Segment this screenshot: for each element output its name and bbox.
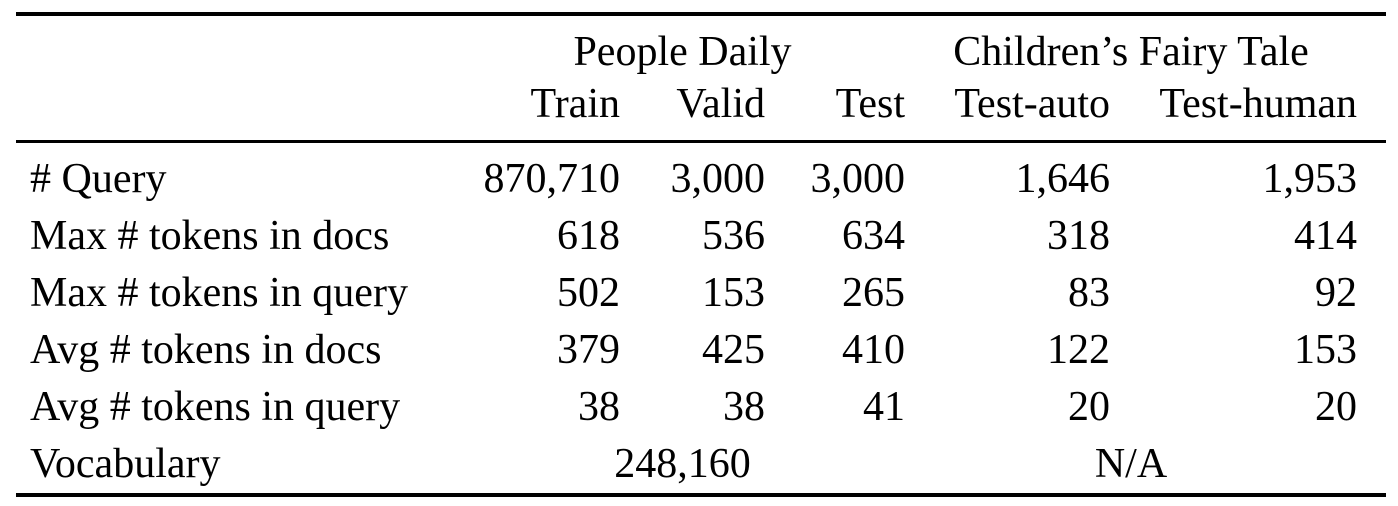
cell-test-human: 92 [1315,270,1358,316]
cell-train: 618 [557,213,620,259]
cell-test: 410 [842,327,906,373]
cell-valid: 425 [702,327,765,373]
column-group-childrens-fairy-tale: Children’s Fairy Tale [953,29,1309,75]
table-row-num-query: # Query 870,710 3,000 3,000 1,646 1,953 [16,142,1386,209]
column-header-test-human: Test-human [1110,78,1387,143]
sub-header-spacer-cell [16,78,460,143]
cell-test-auto: 122 [1047,327,1111,373]
cell-train: 38 [578,384,620,430]
cell-train: 502 [557,270,620,316]
row-label: Avg # tokens in docs [30,327,382,373]
cell-valid: 536 [702,213,765,259]
cell-test: 634 [842,213,906,259]
header-spacer-cell [16,14,460,78]
cell-test-human: 1,953 [1262,156,1358,202]
cell-vocabulary-people-daily: 248,160 [614,441,751,487]
row-label: Vocabulary [30,441,221,487]
cell-test: 41 [863,384,906,430]
table-row-max-tokens-docs: Max # tokens in docs 618 536 634 318 414 [16,208,1386,265]
cell-test-auto: 83 [1068,270,1111,316]
column-header-train: Train [460,78,620,143]
row-label: # Query [30,156,167,202]
column-header-test: Test [765,78,906,143]
table-row-avg-tokens-docs: Avg # tokens in docs 379 425 410 122 153 [16,322,1386,379]
sub-header-row: Train Valid Test Test-auto Test-human [16,78,1387,143]
table-row-vocabulary: Vocabulary 248,160 N/A [16,436,1386,495]
dataset-statistics-table: People Daily Children’s Fairy Tale Train… [16,12,1387,497]
cell-train: 379 [557,327,620,373]
cell-valid: 3,000 [670,156,766,202]
table-row-avg-tokens-query: Avg # tokens in query 38 38 41 20 20 [16,379,1386,436]
cell-test: 3,000 [810,156,906,202]
cell-test-human: 414 [1294,213,1358,259]
row-label: Max # tokens in query [30,270,408,316]
cell-test-auto: 20 [1068,384,1111,430]
cell-test: 265 [842,270,906,316]
column-group-header-row: People Daily Children’s Fairy Tale [16,14,1386,78]
cell-test-auto: 1,646 [1015,156,1111,202]
row-label: Avg # tokens in query [30,384,401,430]
column-header-test-auto: Test-auto [905,78,1111,143]
column-header-valid: Valid [620,78,765,143]
cell-vocabulary-fairy-tale: N/A [1094,441,1168,487]
column-group-people-daily: People Daily [573,29,792,75]
table-row-max-tokens-query: Max # tokens in query 502 153 265 83 92 [16,265,1386,322]
cell-valid: 38 [723,384,765,430]
row-label: Max # tokens in docs [30,213,390,259]
cell-test-human: 20 [1315,384,1358,430]
cell-valid: 153 [702,270,765,316]
cell-test-auto: 318 [1047,213,1111,259]
cell-train: 870,710 [483,156,621,202]
cell-test-human: 153 [1294,327,1358,373]
